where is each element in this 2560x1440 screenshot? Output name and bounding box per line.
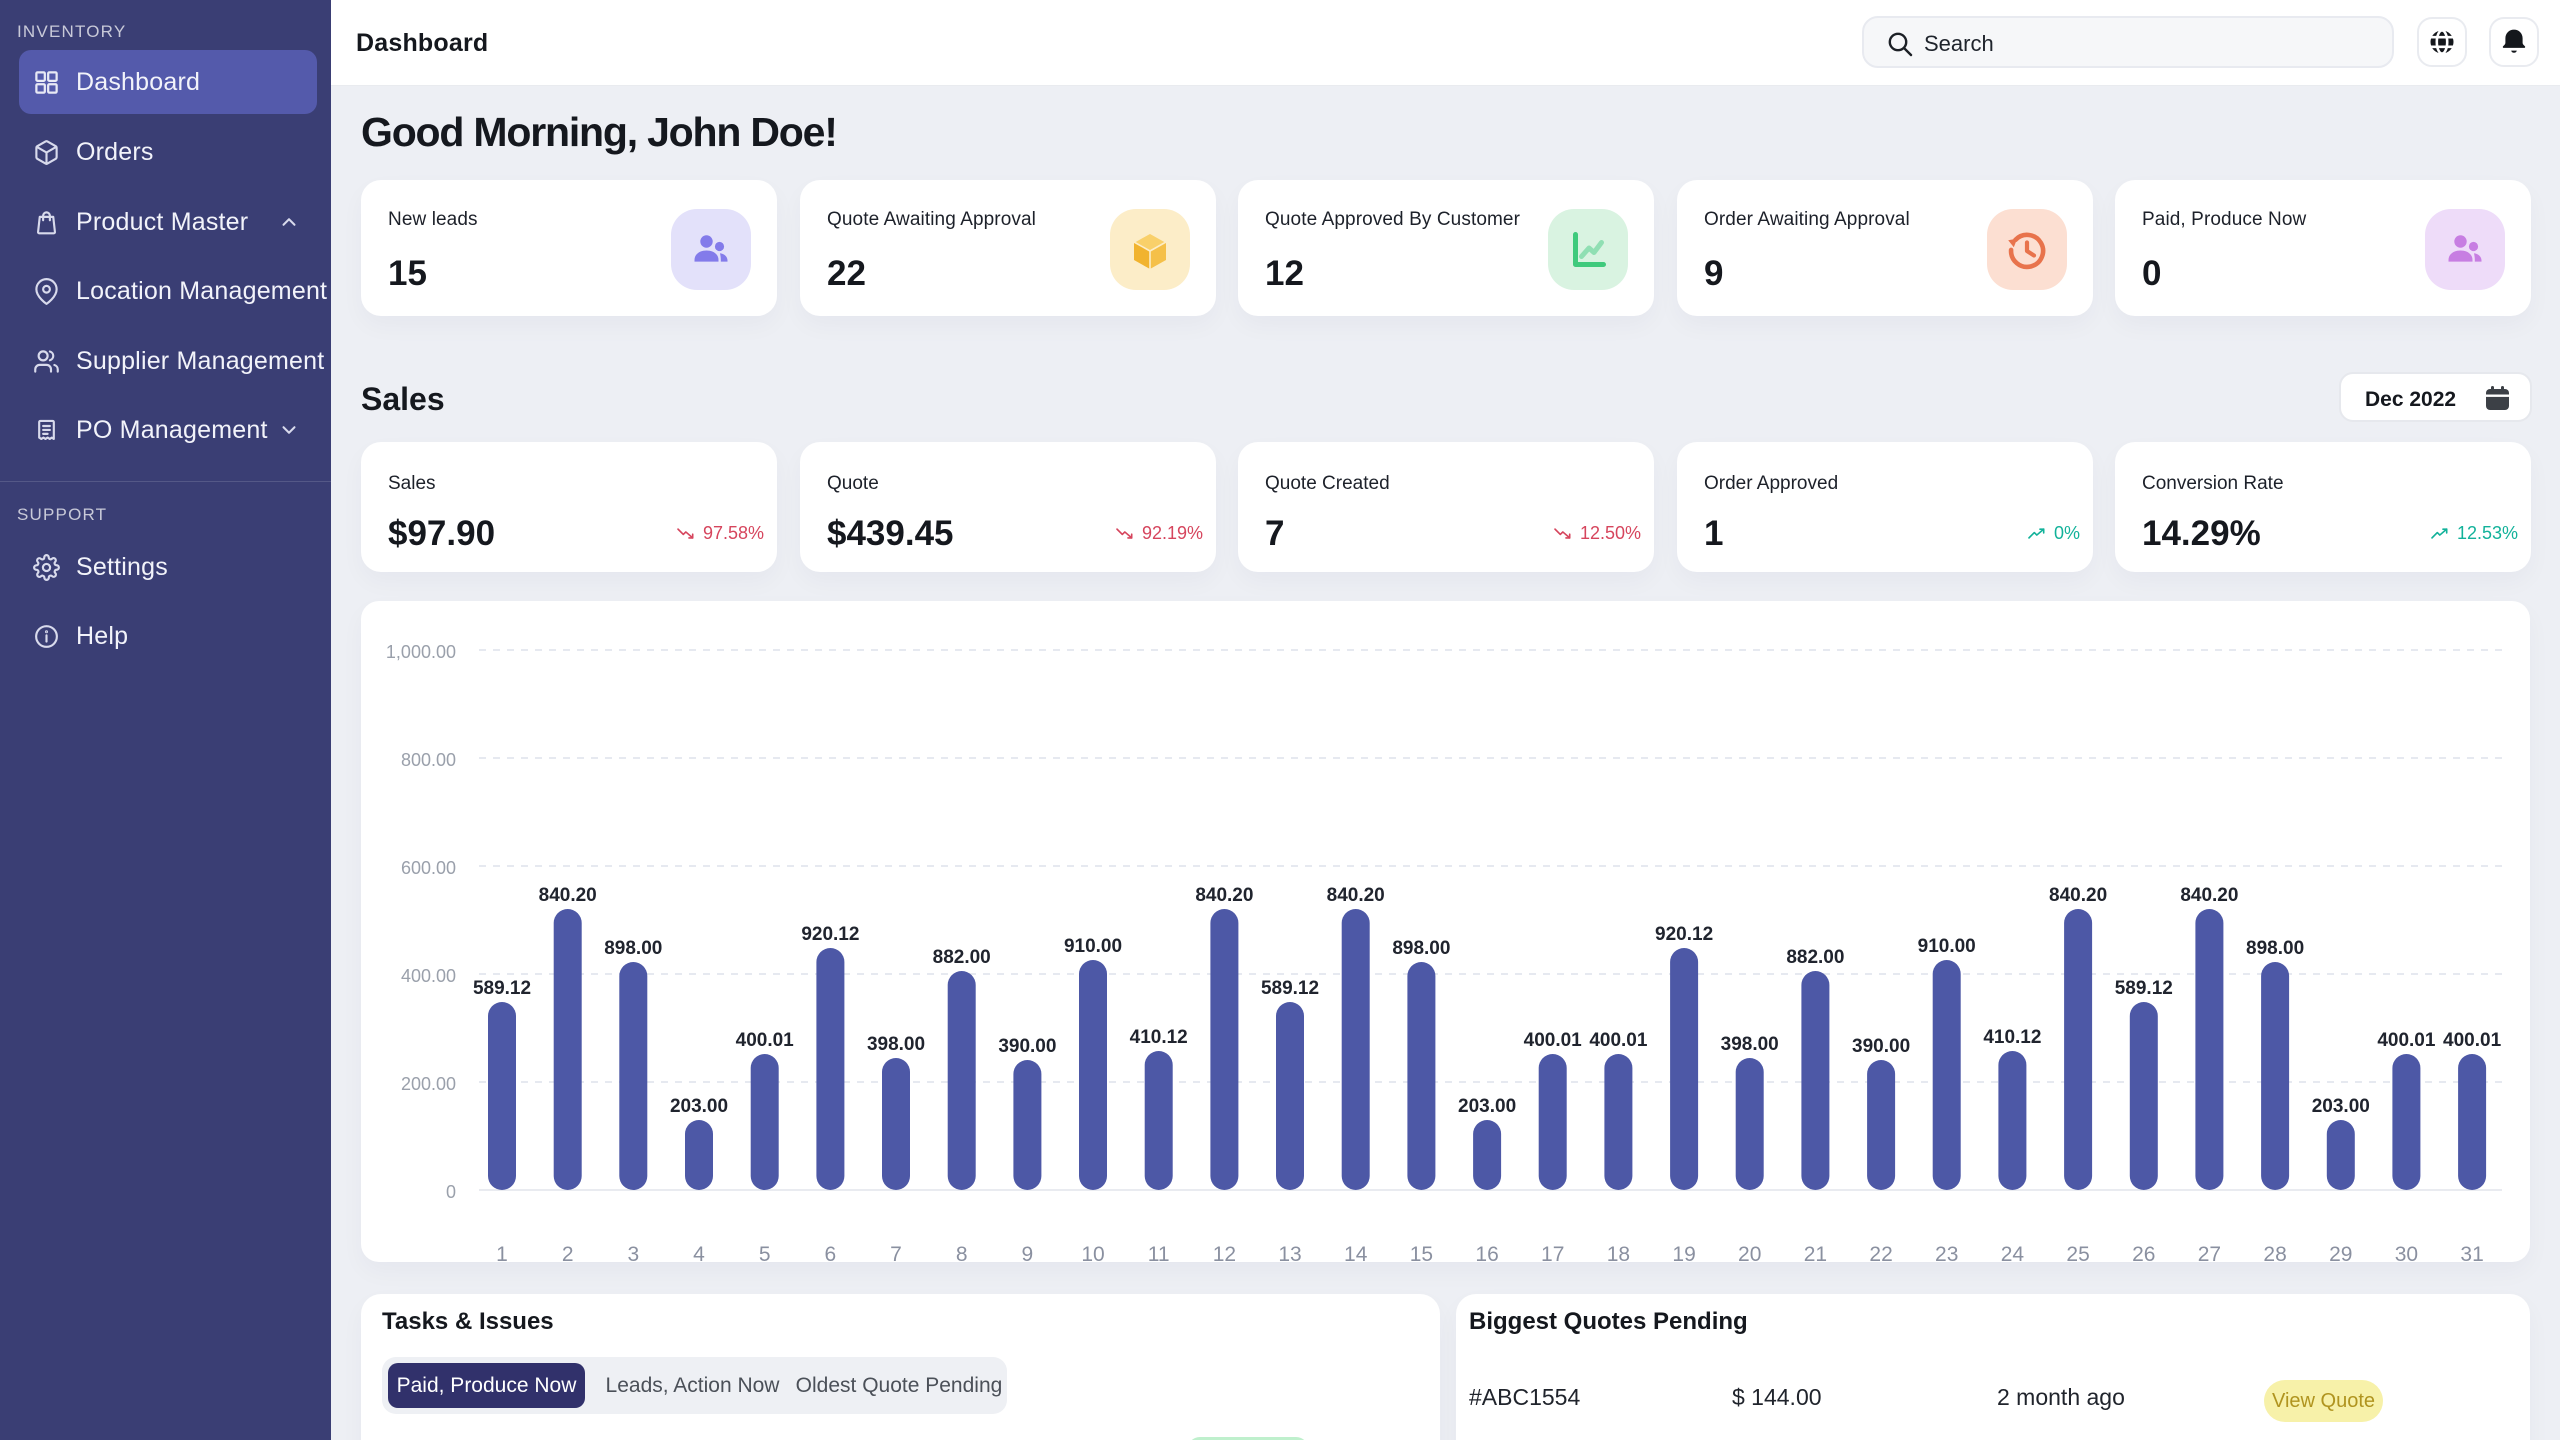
svg-text:26: 26 xyxy=(2132,1243,2155,1262)
svg-text:20: 20 xyxy=(1738,1243,1761,1262)
svg-text:390.00: 390.00 xyxy=(998,1036,1056,1057)
svg-text:200.00: 200.00 xyxy=(401,1074,456,1094)
svg-text:15: 15 xyxy=(1410,1243,1433,1262)
svg-text:840.20: 840.20 xyxy=(1327,885,1385,906)
svg-text:400.00: 400.00 xyxy=(401,966,456,986)
svg-text:3: 3 xyxy=(627,1243,639,1262)
svg-text:882.00: 882.00 xyxy=(1786,947,1844,968)
svg-text:882.00: 882.00 xyxy=(933,947,991,968)
svg-text:24: 24 xyxy=(2001,1243,2025,1262)
svg-text:840.20: 840.20 xyxy=(539,885,597,906)
svg-text:11: 11 xyxy=(1148,1243,1170,1262)
svg-text:4: 4 xyxy=(693,1243,705,1262)
svg-text:400.01: 400.01 xyxy=(736,1030,795,1051)
svg-text:589.12: 589.12 xyxy=(2115,978,2173,999)
svg-text:25: 25 xyxy=(2066,1243,2089,1262)
svg-text:589.12: 589.12 xyxy=(473,978,531,999)
svg-text:410.12: 410.12 xyxy=(1130,1027,1188,1048)
svg-text:23: 23 xyxy=(1935,1243,1958,1262)
svg-text:12: 12 xyxy=(1213,1243,1236,1262)
svg-text:410.12: 410.12 xyxy=(1983,1027,2041,1048)
svg-text:203.00: 203.00 xyxy=(1458,1096,1516,1117)
svg-text:17: 17 xyxy=(1541,1243,1564,1262)
svg-text:9: 9 xyxy=(1022,1243,1034,1262)
svg-text:840.20: 840.20 xyxy=(2049,885,2107,906)
svg-text:398.00: 398.00 xyxy=(1721,1034,1779,1055)
svg-text:910.00: 910.00 xyxy=(1918,936,1976,957)
svg-text:16: 16 xyxy=(1475,1243,1498,1262)
svg-text:8: 8 xyxy=(956,1243,968,1262)
svg-text:920.12: 920.12 xyxy=(801,924,859,945)
svg-text:400.01: 400.01 xyxy=(1524,1030,1583,1051)
svg-text:400.01: 400.01 xyxy=(1589,1030,1648,1051)
svg-text:31: 31 xyxy=(2460,1243,2483,1262)
svg-text:21: 21 xyxy=(1804,1243,1827,1262)
svg-text:29: 29 xyxy=(2329,1243,2352,1262)
svg-text:0: 0 xyxy=(446,1182,456,1202)
svg-text:203.00: 203.00 xyxy=(2312,1096,2370,1117)
svg-text:203.00: 203.00 xyxy=(670,1096,728,1117)
svg-text:400.01: 400.01 xyxy=(2377,1030,2436,1051)
svg-text:2: 2 xyxy=(562,1243,574,1262)
svg-text:22: 22 xyxy=(1869,1243,1892,1262)
svg-text:1,000.00: 1,000.00 xyxy=(386,642,456,662)
svg-text:840.20: 840.20 xyxy=(1195,885,1253,906)
svg-text:800.00: 800.00 xyxy=(401,750,456,770)
svg-text:400.01: 400.01 xyxy=(2443,1030,2502,1051)
svg-text:600.00: 600.00 xyxy=(401,858,456,878)
svg-text:398.00: 398.00 xyxy=(867,1034,925,1055)
svg-text:5: 5 xyxy=(759,1243,771,1262)
svg-text:13: 13 xyxy=(1278,1243,1301,1262)
svg-text:27: 27 xyxy=(2198,1243,2221,1262)
svg-text:589.12: 589.12 xyxy=(1261,978,1319,999)
svg-text:910.00: 910.00 xyxy=(1064,936,1122,957)
svg-text:14: 14 xyxy=(1344,1243,1368,1262)
svg-text:898.00: 898.00 xyxy=(1392,938,1450,959)
svg-text:390.00: 390.00 xyxy=(1852,1036,1910,1057)
svg-text:30: 30 xyxy=(2395,1243,2418,1262)
svg-text:920.12: 920.12 xyxy=(1655,924,1713,945)
svg-text:898.00: 898.00 xyxy=(2246,938,2304,959)
svg-text:898.00: 898.00 xyxy=(604,938,662,959)
svg-text:10: 10 xyxy=(1081,1243,1104,1262)
svg-text:6: 6 xyxy=(825,1243,837,1262)
svg-text:28: 28 xyxy=(2263,1243,2286,1262)
svg-text:7: 7 xyxy=(890,1243,902,1262)
svg-text:19: 19 xyxy=(1672,1243,1695,1262)
svg-text:840.20: 840.20 xyxy=(2180,885,2238,906)
svg-text:18: 18 xyxy=(1607,1243,1630,1262)
svg-text:1: 1 xyxy=(496,1243,508,1262)
